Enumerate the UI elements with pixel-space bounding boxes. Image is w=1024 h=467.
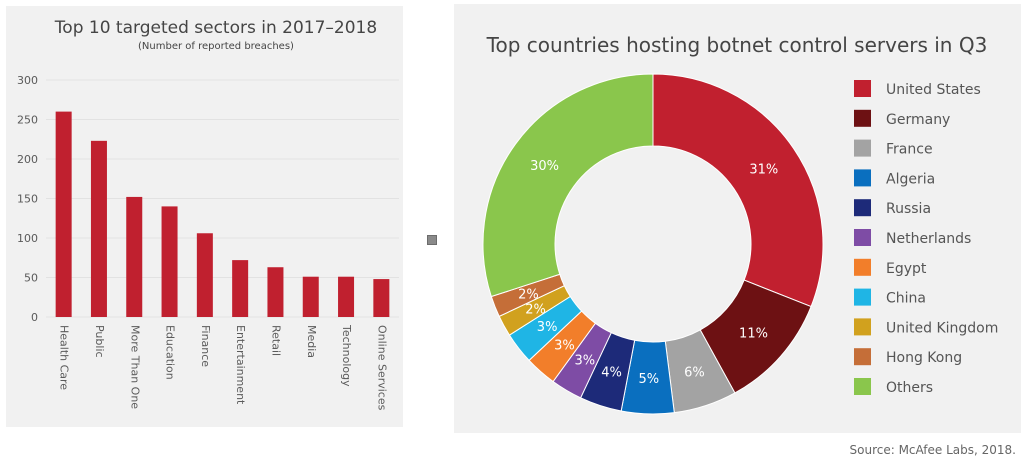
legend-label: Germany [886,112,950,128]
x-axis: Health Care Public More Than One Education F… [58,324,389,411]
bar-chart-panel: Top 10 targeted sectors in 2017–2018 (Nu… [6,6,403,427]
legend-swatch [854,139,871,157]
slice-label: 3% [537,320,558,335]
bar [55,111,72,317]
legend-swatch [854,199,871,217]
legend-swatch [854,258,871,276]
x-tick-label: Online Services [375,325,388,411]
bars [55,111,390,317]
legend-label: Hong Kong [886,350,962,366]
x-tick-label: Health Care [58,325,71,390]
bar [161,206,178,317]
legend-label: Egypt [886,261,927,277]
x-tick-label: Retail [269,325,282,356]
bar [90,140,107,317]
legend-swatch [854,348,871,366]
bar-chart: Top 10 targeted sectors in 2017–2018 (Nu… [17,18,399,411]
legend-label: Algeria [886,171,935,187]
x-tick-label: Finance [199,325,212,367]
bar [373,279,390,317]
slice-label: 5% [638,372,659,387]
slice-label: 6% [684,365,705,380]
bar [338,276,355,317]
legend: United States Germany France Algeria Russia N… [854,80,998,396]
slice-label: 3% [574,353,595,368]
legend-swatch [854,229,871,246]
y-axis: 0 50 100 150 200 250 300 [17,74,38,324]
x-tick-label: Technology [340,324,353,387]
y-tick-label: 300 [17,74,38,87]
slice-label: 3% [554,339,575,354]
slice-label: 31% [749,163,778,178]
x-tick-label: More Than One [128,325,141,409]
donut-chart-title: Top countries hosting botnet control ser… [486,33,988,57]
source-note: Source: McAfee Labs, 2018. [849,443,1017,457]
y-tick-label: 250 [17,114,38,127]
legend-label: United States [886,82,981,98]
legend-label: Others [886,380,933,396]
slice-label: 11% [739,327,768,342]
bar [302,276,319,317]
legend-label: China [886,291,926,307]
legend-swatch [854,288,871,306]
donut-slices [482,73,824,415]
legend-label: Russia [886,201,931,217]
legend-label: France [886,142,933,158]
legend-swatch [854,378,871,395]
legend-swatch [854,318,871,336]
donut-slice [652,73,824,308]
donut-chart-panel: Top countries hosting botnet control ser… [454,4,1021,433]
donut-labels: 31%11%6%5%4%3%3%3%2%2%30% [518,159,778,387]
legend-label: United Kingdom [886,320,998,336]
donut-chart: Top countries hosting botnet control ser… [482,33,998,415]
slice-label: 4% [601,365,622,380]
bar-chart-title: Top 10 targeted sectors in 2017–2018 [54,18,377,38]
legend-swatch [854,169,871,187]
x-tick-label: Public [93,325,106,358]
bar [232,260,249,317]
y-tick-label: 50 [24,272,38,285]
slice-label: 2% [518,287,539,302]
legend-swatch [854,109,871,127]
legend-swatch [854,80,871,97]
bar [196,233,213,317]
x-tick-label: Education [164,325,177,380]
slice-label: 30% [530,159,559,174]
x-tick-label: Media [305,325,318,358]
donut-slice [482,73,654,298]
y-tick-label: 200 [17,153,38,166]
legend-label: Netherlands [886,231,971,247]
x-tick-label: Entertainment [234,325,247,405]
slice-label: 2% [525,303,546,318]
y-tick-label: 150 [17,193,38,206]
bar-chart-subtitle: (Number of reported breaches) [138,41,294,52]
y-tick-label: 0 [31,311,38,324]
bar [126,196,143,317]
bar [267,267,284,317]
divider-marker [427,235,437,245]
y-tick-label: 100 [17,232,38,245]
